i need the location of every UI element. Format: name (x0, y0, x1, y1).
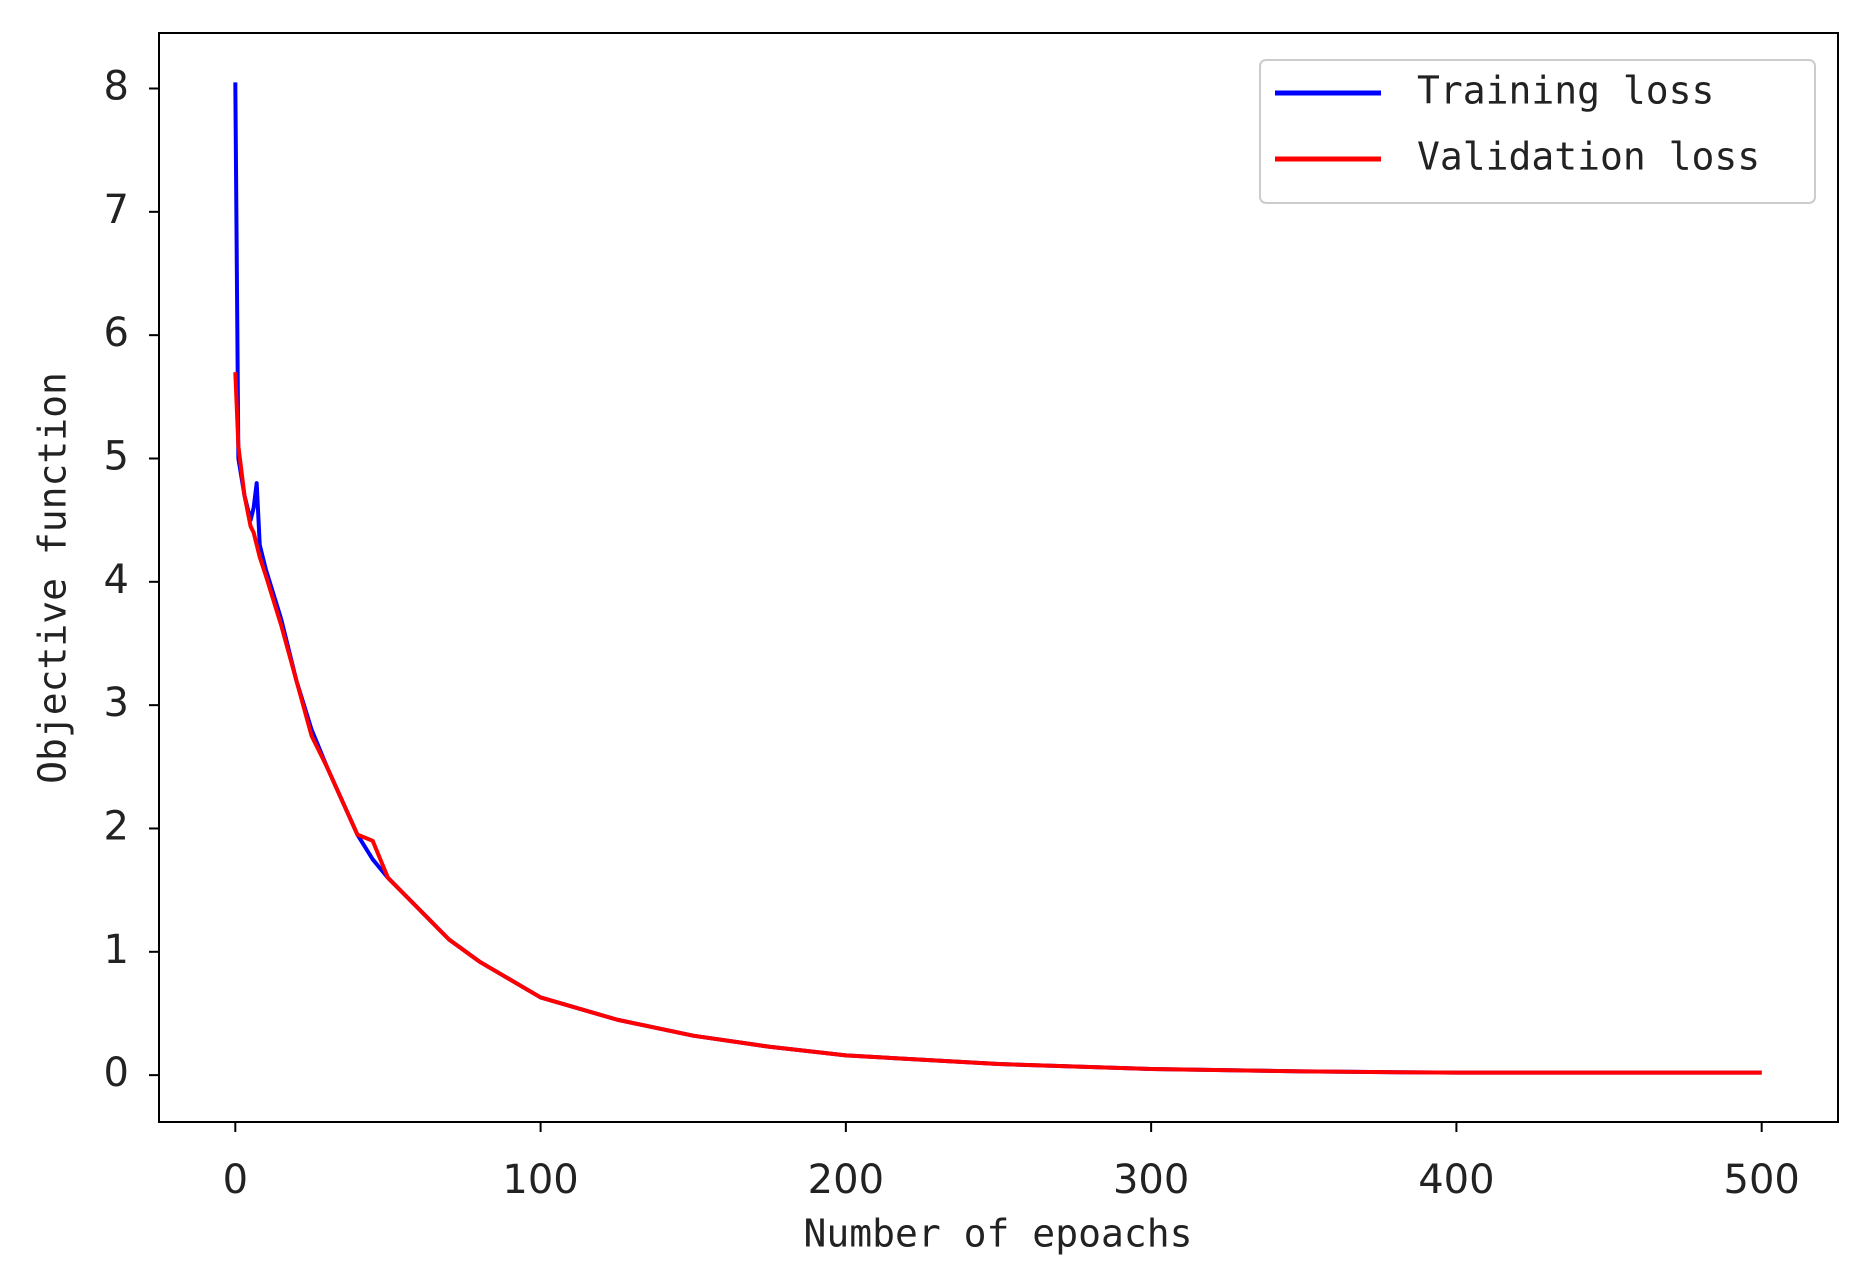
y-tick-label: 2 (104, 803, 129, 849)
x-tick-label: 200 (808, 1157, 884, 1203)
x-tick-label: 100 (502, 1157, 578, 1203)
y-tick-label: 0 (104, 1050, 129, 1096)
x-tick-label: 500 (1724, 1157, 1800, 1203)
y-axis-label: Objective function (31, 372, 75, 784)
x-tick-label: 0 (223, 1157, 248, 1203)
x-tick-label: 300 (1113, 1157, 1189, 1203)
x-axis-label: Number of epoachs (804, 1212, 1193, 1256)
y-tick-label: 1 (104, 927, 129, 973)
y-tick-label: 4 (104, 557, 129, 603)
legend-label: Validation loss (1417, 135, 1760, 179)
y-tick-label: 5 (104, 433, 129, 479)
legend-label: Training loss (1417, 69, 1714, 113)
y-tick-label: 7 (104, 187, 129, 233)
plot-frame (158, 32, 1839, 1123)
line-series (233, 372, 1762, 1075)
x-tick-label: 400 (1418, 1157, 1494, 1203)
legend-box (1259, 59, 1816, 204)
y-tick-label: 8 (104, 63, 129, 109)
y-tick-label: 6 (104, 310, 129, 356)
line-series (233, 82, 1762, 1075)
y-tick-label: 3 (104, 680, 129, 726)
